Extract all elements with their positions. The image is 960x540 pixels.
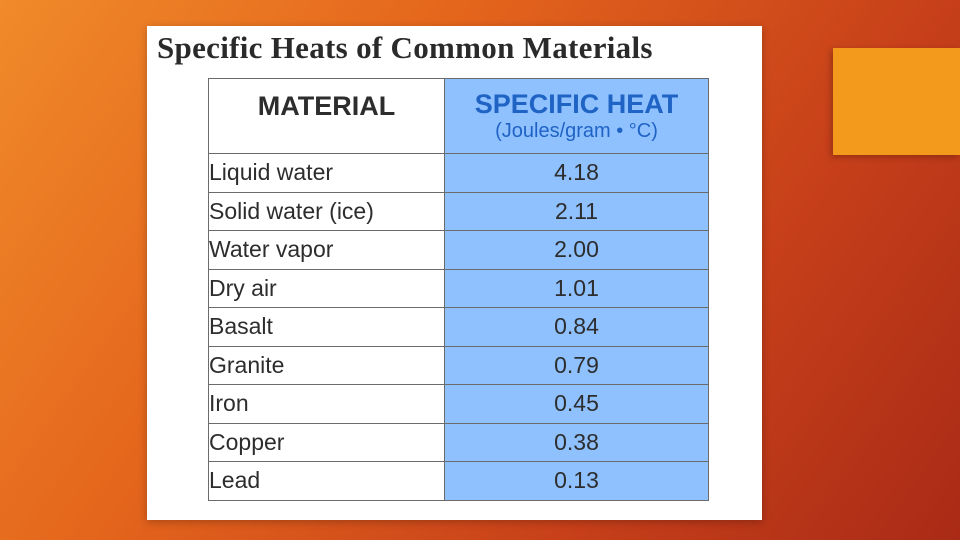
specific-heat-cell: 0.79 [444,345,709,385]
specific-heat-header-label: SPECIFIC HEAT [474,89,679,119]
table-header-row: MATERIAL SPECIFIC HEAT (Joules/gram • °C… [208,78,709,154]
table-row: Granite 0.79 [208,345,709,385]
material-cell: Basalt [208,307,445,347]
material-cell: Iron [208,384,445,424]
specific-heat-cell: 0.38 [444,422,709,462]
material-cell: Copper [208,422,445,462]
material-cell: Granite [208,345,445,385]
specific-heat-cell: 4.18 [444,153,709,193]
specific-heat-cell: 0.13 [444,461,709,501]
material-cell: Lead [208,461,445,501]
table-row: Basalt 0.84 [208,307,709,347]
page-title: Specific Heats of Common Materials [157,30,653,65]
material-column-header: MATERIAL [208,78,445,154]
material-cell: Liquid water [208,153,445,193]
specific-heat-cell: 1.01 [444,268,709,308]
table-row: Liquid water 4.18 [208,153,709,193]
table-row: Water vapor 2.00 [208,230,709,270]
specific-heat-column-header: SPECIFIC HEAT (Joules/gram • °C) [444,78,709,154]
specific-heat-cell: 0.45 [444,384,709,424]
material-cell: Dry air [208,268,445,308]
table-row: Copper 0.38 [208,422,709,462]
specific-heat-table: MATERIAL SPECIFIC HEAT (Joules/gram • °C… [208,78,709,501]
specific-heat-cell: 2.11 [444,191,709,231]
decorative-accent-box [833,48,960,155]
slide-image-card: Specific Heats of Common Materials MATER… [147,26,762,520]
specific-heat-cell: 0.84 [444,307,709,347]
specific-heat-unit-label: (Joules/gram • °C) [495,120,658,142]
table-row: Lead 0.13 [208,461,709,501]
specific-heat-cell: 2.00 [444,230,709,270]
material-cell: Water vapor [208,230,445,270]
material-cell: Solid water (ice) [208,191,445,231]
table-row: Iron 0.45 [208,384,709,424]
material-header-label: MATERIAL [257,91,396,121]
table-row: Solid water (ice) 2.11 [208,191,709,231]
table-row: Dry air 1.01 [208,268,709,308]
